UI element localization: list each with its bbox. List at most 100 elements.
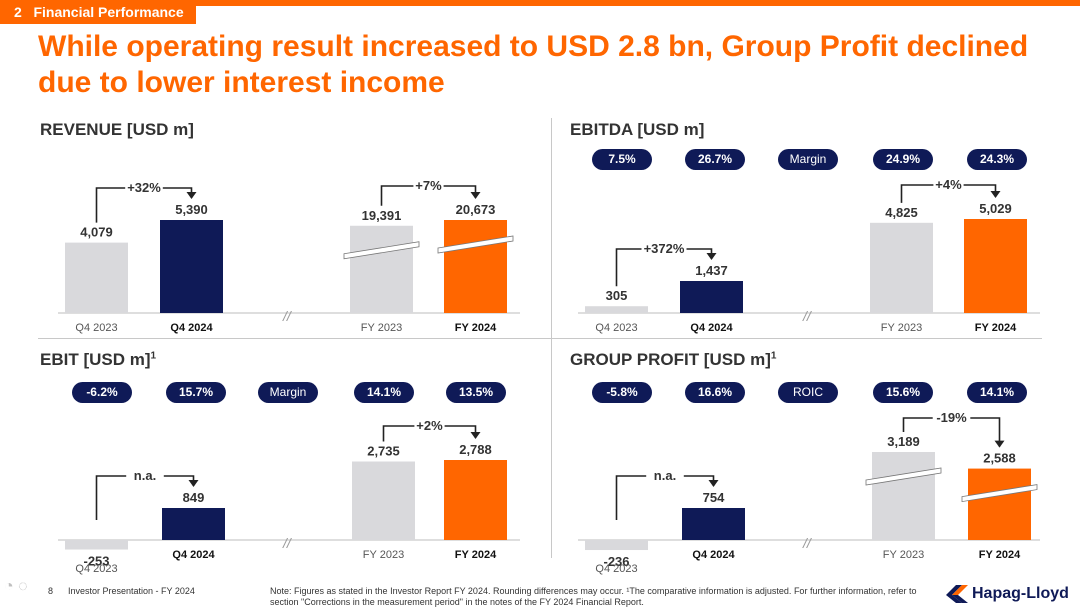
ebitda-year-change-label: +4% xyxy=(935,177,962,192)
ebit-category-label-q4-2024: Q4 2024 xyxy=(172,549,215,561)
ebitda-category-label-q4-2024: Q4 2024 xyxy=(690,322,733,334)
group-profit-value-label-q4-2023: -236 xyxy=(603,554,629,569)
ebit-value-label-q4-2024: 849 xyxy=(183,490,205,505)
revenue-year-change-bg xyxy=(413,178,444,193)
group-profit-category-label-fy-2024: FY 2024 xyxy=(979,549,1021,561)
ebitda-value-label-q4-2024: 1,437 xyxy=(695,263,728,278)
revenue-category-label-q4-2024: Q4 2024 xyxy=(170,322,213,334)
ebit-year-arrowhead xyxy=(470,432,481,439)
ebit-title-sup: 1 xyxy=(150,350,157,362)
ebitda-chart: // 305 Q4 2023 1,437 Q4 2024 4,825 FY 2023 5,02… xyxy=(578,177,1040,334)
revenue-bar-fy-2024 xyxy=(444,220,507,313)
page-headline: While operating result increased to USD … xyxy=(38,30,1029,99)
ebitda-category-label-q4-2023: Q4 2023 xyxy=(595,322,637,334)
ebitda-margin-q4-2023-pill: 7.5% xyxy=(592,149,652,170)
ebit-title-text: EBIT [USD m] xyxy=(40,350,151,369)
ebit-quarter-change-bg xyxy=(126,468,164,483)
ebit-value-label-fy-2023: 2,735 xyxy=(367,444,400,459)
revenue-value-label-fy-2023: 19,391 xyxy=(362,208,402,223)
ebitda-title-text: EBITDA [USD m] xyxy=(570,120,705,139)
ebit-bar-q4-2023 xyxy=(65,540,128,550)
ebit-period-break-mark: // xyxy=(282,535,293,551)
revenue-value-label-q4-2024: 5,390 xyxy=(175,202,208,217)
footer-note-line-1: Note: Figures as stated in the Investor … xyxy=(270,586,917,596)
ebitda-quarter-change-bg xyxy=(641,241,687,256)
ebitda-value-label-fy-2024: 5,029 xyxy=(979,201,1012,216)
group-profit-quarter-change-label: n.a. xyxy=(654,468,676,483)
ebitda-margin-fy-2024-pill: 24.3% xyxy=(967,149,1027,170)
ebit-margin-fy-2024-pill: 13.5% xyxy=(446,382,506,403)
revenue-bar-q4-2023 xyxy=(65,242,128,313)
watermark-icon: ◔ ◌ xyxy=(4,578,28,595)
ebitda-category-label-fy-2023: FY 2023 xyxy=(881,322,922,334)
group-profit-value-label-fy-2024: 2,588 xyxy=(983,451,1016,466)
footer-note-line-2: section "Corrections in the measurement … xyxy=(270,597,644,607)
ebit-bar-fy-2024 xyxy=(444,460,507,540)
group-profit-title-text: GROUP PROFIT [USD m] xyxy=(570,350,771,369)
ebitda-bar-q4-2023 xyxy=(585,306,648,313)
ebitda-margin-q4-2024-pill: 26.7% xyxy=(685,149,745,170)
ebitda-quarter-arrowhead xyxy=(706,253,717,260)
revenue-bar-fy-2023 xyxy=(350,225,413,313)
group-profit-year-change-label: -19% xyxy=(936,410,967,425)
ebit-year-change-label: +2% xyxy=(416,418,443,433)
revenue-title-text: REVENUE [USD m] xyxy=(40,120,194,139)
footer-page-number: 8 xyxy=(48,586,54,596)
ebitda-period-break-mark: // xyxy=(802,308,813,324)
ebitda-value-label-q4-2023: 305 xyxy=(606,288,628,303)
revenue-period-break-mark: // xyxy=(282,308,293,324)
revenue-chart: // 4,079 Q4 2023 5,390 Q4 2024 19,391 FY 2023 2… xyxy=(58,178,520,334)
ebit-margin-fy-2023-pill: 14.1% xyxy=(354,382,414,403)
revenue-value-label-fy-2024: 20,673 xyxy=(456,202,496,217)
horizontal-divider xyxy=(38,338,1042,339)
group-profit-period-break-mark: // xyxy=(802,535,813,551)
logo-text: Hapag-Lloyd xyxy=(972,585,1069,602)
revenue-category-label-fy-2024: FY 2024 xyxy=(455,322,497,334)
group-profit-year-change-bg xyxy=(932,410,971,425)
group-profit-title-sup: 1 xyxy=(770,350,777,362)
ebitda-bar-q4-2024 xyxy=(680,281,743,313)
ebit-value-label-fy-2024: 2,788 xyxy=(459,442,492,457)
group-profit-bar-q4-2024 xyxy=(682,508,745,540)
ebit-year-change-bg xyxy=(414,418,445,433)
ebitda-value-label-fy-2023: 4,825 xyxy=(885,205,918,220)
section-tab: 2 Financial Performance xyxy=(0,0,196,24)
group-profit-value-label-fy-2023: 3,189 xyxy=(887,434,920,449)
top-accent-bar xyxy=(0,0,1080,6)
ebitda-bar-fy-2024 xyxy=(964,219,1027,313)
ebitda-category-label-fy-2024: FY 2024 xyxy=(975,322,1017,334)
ebit-margin-q4-2023-pill: -6.2% xyxy=(72,382,132,403)
ebit-category-label-fy-2023: FY 2023 xyxy=(363,549,404,561)
ebitda-quarter-change-label: +372% xyxy=(644,241,685,256)
ebit-category-label-q4-2023: Q4 2023 xyxy=(75,563,117,575)
revenue-category-label-q4-2023: Q4 2023 xyxy=(75,322,117,334)
vertical-divider xyxy=(551,118,552,558)
footer-presentation-label: Investor Presentation - FY 2024 xyxy=(68,586,195,596)
group-profit-axis-break-fy-2023 xyxy=(865,467,942,486)
group-profit-year-arrowhead xyxy=(994,440,1005,448)
revenue-quarter-change-bg xyxy=(125,180,163,195)
ebitda-year-arrowhead xyxy=(990,191,1001,198)
section-label: Financial Performance xyxy=(33,4,184,20)
group-profit-panel-title: GROUP PROFIT [USD m]1 xyxy=(570,350,776,370)
revenue-axis-break-fy-2024 xyxy=(437,235,514,254)
footer-note: Note: Figures as stated in the Investor … xyxy=(270,586,938,608)
group-profit-bar-fy-2023 xyxy=(872,452,935,540)
ebitda-margin-fy-2023-pill: 24.9% xyxy=(873,149,933,170)
group-profit-axis-break-fy-2024 xyxy=(961,484,1038,503)
logo-mark-icon xyxy=(946,585,968,603)
company-logo: Hapag-Lloyd xyxy=(946,584,1076,606)
ebit-bar-q4-2024 xyxy=(162,508,225,540)
revenue-year-change-label: +7% xyxy=(415,178,442,193)
group-profit-category-label-fy-2023: FY 2023 xyxy=(883,549,924,561)
ebitda-margin-label-pill: Margin xyxy=(778,149,838,170)
ebit-margin-q4-2024-pill: 15.7% xyxy=(166,382,226,403)
ebitda-bar-fy-2023 xyxy=(870,222,933,313)
revenue-bar-q4-2024 xyxy=(160,220,223,313)
group-profit-quarter-change-bg xyxy=(646,468,684,483)
group-profit-bar-q4-2023 xyxy=(585,540,648,551)
group-profit-quarter-arrowhead xyxy=(708,480,719,487)
revenue-panel-title: REVENUE [USD m] xyxy=(40,120,194,140)
